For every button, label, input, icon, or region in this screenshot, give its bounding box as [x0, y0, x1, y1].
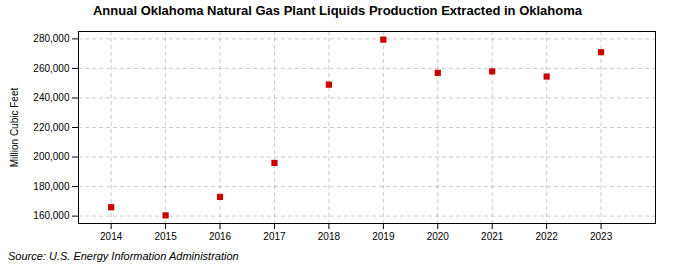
- svg-text:240,000: 240,000: [33, 92, 70, 103]
- svg-text:260,000: 260,000: [33, 63, 70, 74]
- svg-text:200,000: 200,000: [33, 151, 70, 162]
- svg-text:2018: 2018: [318, 231, 341, 242]
- svg-text:2022: 2022: [536, 231, 559, 242]
- svg-text:220,000: 220,000: [33, 122, 70, 133]
- svg-text:2019: 2019: [372, 231, 395, 242]
- svg-text:2017: 2017: [263, 231, 286, 242]
- svg-text:Million Cubic Feet: Million Cubic Feet: [9, 88, 20, 168]
- svg-text:2016: 2016: [209, 231, 232, 242]
- svg-text:2014: 2014: [100, 231, 123, 242]
- html-text:Source: U.S. Energy Informatio: Source: U.S. Energy Information Administ…: [8, 250, 239, 262]
- svg-text:180,000: 180,000: [33, 181, 70, 192]
- svg-text:280,000: 280,000: [33, 33, 70, 44]
- svg-text:2015: 2015: [154, 231, 177, 242]
- svg-text:2023: 2023: [590, 231, 613, 242]
- svg-text:2020: 2020: [427, 231, 450, 242]
- html-text:Annual Oklahoma Natural Gas Pl: Annual Oklahoma Natural Gas Plant Liquid…: [93, 3, 582, 18]
- svg-text:2021: 2021: [481, 231, 504, 242]
- svg-text:160,000: 160,000: [33, 210, 70, 221]
